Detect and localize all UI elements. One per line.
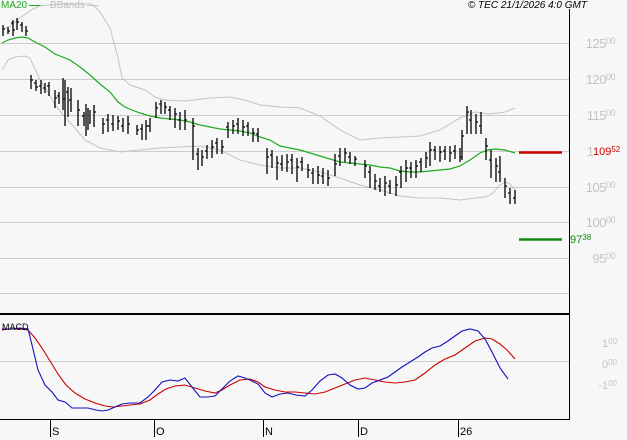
macd-label-100: 100 bbox=[601, 337, 617, 350]
x-label-dec: D bbox=[360, 426, 368, 438]
price-label-9500: 9500 bbox=[592, 251, 616, 266]
macd-line bbox=[2, 327, 509, 412]
macd-signal-line bbox=[1, 328, 516, 408]
x-label-2026: 26 bbox=[460, 426, 473, 438]
price-label-12500: 12500 bbox=[585, 36, 616, 51]
x-axis-ticks bbox=[50, 420, 459, 437]
ohlc-bars bbox=[2, 18, 516, 204]
support-level-tag: 9738 bbox=[570, 233, 592, 246]
price-grid bbox=[0, 43, 569, 294]
macd-panel-title: MACD bbox=[2, 322, 29, 332]
x-label-sep: S bbox=[52, 426, 60, 438]
x-label-oct: O bbox=[156, 426, 165, 438]
x-label-nov: N bbox=[265, 426, 273, 438]
bbands-lines bbox=[1, 3, 516, 201]
legend-bbands: BBands bbox=[49, 0, 85, 11]
macd-label-minus-100: -100 bbox=[598, 379, 617, 392]
bbands-lower bbox=[1, 55, 516, 201]
price-label-10000: 10000 bbox=[585, 215, 616, 230]
price-label-12000: 12000 bbox=[585, 72, 616, 87]
macd-label-0: 000 bbox=[601, 358, 617, 371]
bbands-upper bbox=[1, 3, 516, 141]
legend-ma20: MA20 bbox=[1, 0, 28, 11]
price-label-11500: 11500 bbox=[586, 108, 616, 123]
legend-ma20-swatch bbox=[29, 4, 42, 6]
copyright-timestamp: © TEC 21/1/2026 4:0 GMT bbox=[467, 0, 587, 11]
ma20-line bbox=[1, 36, 516, 173]
price-label-10500: 10500 bbox=[585, 180, 616, 195]
last-price-tag: 10952 bbox=[593, 145, 621, 158]
